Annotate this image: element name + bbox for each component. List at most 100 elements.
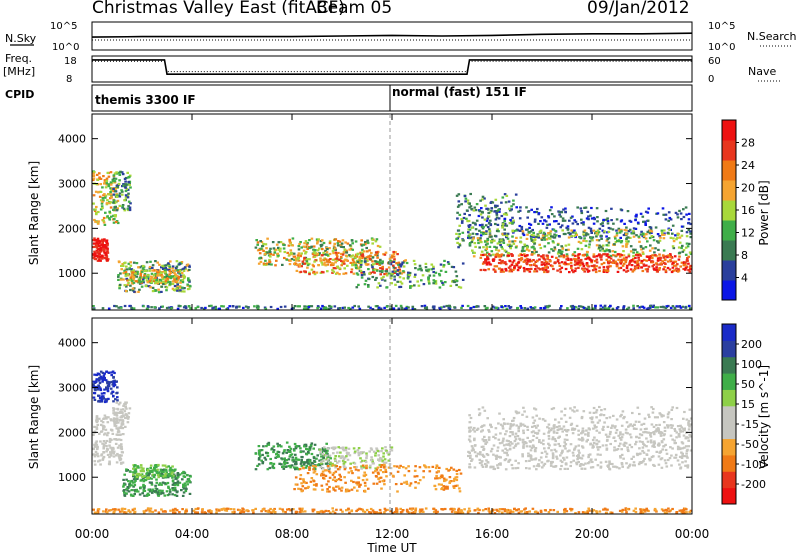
- scatter-cell: [98, 172, 101, 175]
- scatter-cell: [265, 247, 268, 250]
- scatter-cell: [577, 429, 580, 432]
- scatter-cell: [112, 179, 115, 182]
- scatter-cell: [595, 244, 599, 247]
- scatter-cell: [129, 480, 133, 483]
- scatter-cell: [669, 260, 673, 263]
- scatter-cell: [104, 379, 108, 382]
- freq-label-line2: [MHz]: [3, 65, 35, 78]
- scatter-cell: [509, 265, 512, 268]
- scatter-cell: [673, 307, 677, 310]
- scatter-cell: [93, 237, 96, 240]
- scatter-cell: [371, 266, 374, 269]
- scatter-cell: [304, 307, 308, 310]
- scatter-cell: [603, 250, 607, 253]
- scatter-cell: [310, 442, 314, 445]
- scatter-cell: [126, 273, 130, 276]
- scatter-cell: [93, 250, 96, 253]
- scatter-cell: [96, 447, 99, 451]
- scatter-cell: [468, 228, 472, 231]
- scatter-cell: [676, 234, 680, 237]
- scatter-cell: [208, 304, 211, 308]
- scatter-cell: [93, 387, 97, 390]
- scatter-cell: [556, 260, 560, 263]
- scatter-cell: [385, 286, 389, 289]
- scatter-cell: [637, 256, 640, 259]
- scatter-cell: [435, 471, 439, 474]
- scatter-cell: [446, 487, 449, 490]
- scatter-cell: [569, 261, 573, 264]
- scatter-cell: [593, 266, 596, 269]
- scatter-cell: [485, 230, 488, 233]
- scatter-cell: [274, 264, 277, 267]
- scatter-cell: [161, 468, 165, 472]
- scatter-cell: [321, 453, 325, 456]
- scatter-cell: [559, 251, 563, 254]
- scatter-cell: [679, 212, 683, 215]
- scatter-cell: [682, 208, 685, 211]
- scatter-cell: [612, 465, 615, 468]
- scatter-cell: [120, 268, 123, 271]
- scatter-cell: [346, 264, 349, 267]
- scatter-cell: [125, 413, 128, 416]
- scatter-cell: [316, 454, 319, 457]
- scatter-cell: [536, 207, 539, 211]
- scatter-cell: [514, 467, 517, 470]
- scatter-cell: [592, 222, 596, 225]
- scatter-cell: [422, 470, 425, 473]
- scatter-cell: [472, 237, 475, 240]
- scatter-cell: [678, 251, 682, 254]
- scatter-cell: [97, 400, 101, 403]
- scatter-cell: [92, 396, 96, 399]
- scatter-cell: [521, 453, 524, 456]
- scatter-cell: [123, 199, 126, 202]
- scatter-cell: [651, 265, 654, 268]
- scatter-cell: [94, 380, 98, 383]
- scatter-cell: [569, 443, 573, 446]
- scatter-cell: [509, 247, 512, 250]
- scatter-cell: [564, 232, 567, 236]
- scatter-cell: [485, 464, 488, 467]
- scatter-cell: [305, 481, 308, 484]
- scatter-cell: [578, 464, 582, 467]
- scatter-cell: [319, 257, 322, 260]
- scatter-cell: [157, 288, 160, 291]
- scatter-cell: [569, 216, 573, 219]
- scatter-cell: [547, 237, 551, 240]
- scatter-cell: [503, 193, 507, 196]
- scatter-cell: [663, 258, 667, 261]
- scatter-cell: [471, 226, 474, 229]
- scatter-cell: [464, 197, 468, 200]
- scatter-cell: [283, 256, 286, 260]
- scatter-cell: [596, 453, 600, 456]
- scatter-cell: [671, 266, 675, 269]
- scatter-cell: [494, 255, 497, 258]
- scatter-cell: [376, 305, 379, 308]
- scatter-cell: [325, 442, 328, 445]
- scatter-cell: [354, 240, 358, 243]
- scatter-cell: [512, 446, 516, 449]
- scatter-cell: [150, 477, 153, 480]
- scatter-cell: [153, 306, 156, 309]
- scatter-cell: [286, 251, 289, 254]
- scatter-cell: [162, 470, 165, 473]
- scatter-cell: [540, 238, 544, 241]
- scatter-cell: [540, 451, 544, 454]
- scatter-cell: [106, 382, 110, 385]
- scatter-cell: [340, 456, 344, 459]
- scatter-cell: [597, 440, 601, 443]
- scatter-cell: [367, 268, 370, 271]
- scatter-cell: [294, 458, 297, 461]
- scatter-cell: [356, 449, 360, 452]
- scatter-cell: [529, 306, 533, 309]
- scatter-cell: [473, 206, 477, 209]
- scatter-cell: [367, 305, 370, 308]
- scatter-cell: [441, 281, 444, 284]
- scatter-cell: [182, 267, 186, 270]
- scatter-cell: [161, 267, 165, 270]
- scatter-cell: [372, 268, 375, 272]
- scatter-cell: [112, 419, 116, 422]
- scatter-cell: [538, 459, 541, 462]
- scatter-cell: [108, 210, 111, 213]
- scatter-cell: [95, 246, 99, 249]
- scatter-cell: [480, 461, 483, 464]
